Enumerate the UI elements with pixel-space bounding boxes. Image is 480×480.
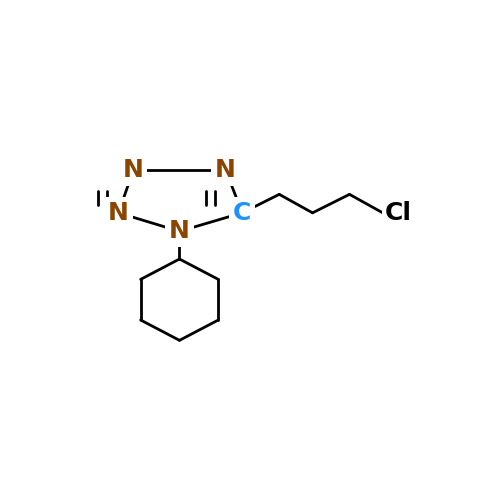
Text: N: N: [215, 158, 236, 182]
Text: N: N: [108, 201, 129, 225]
Text: C: C: [233, 201, 252, 225]
Text: N: N: [169, 219, 190, 243]
Text: Cl: Cl: [384, 201, 411, 225]
Text: N: N: [123, 158, 144, 182]
